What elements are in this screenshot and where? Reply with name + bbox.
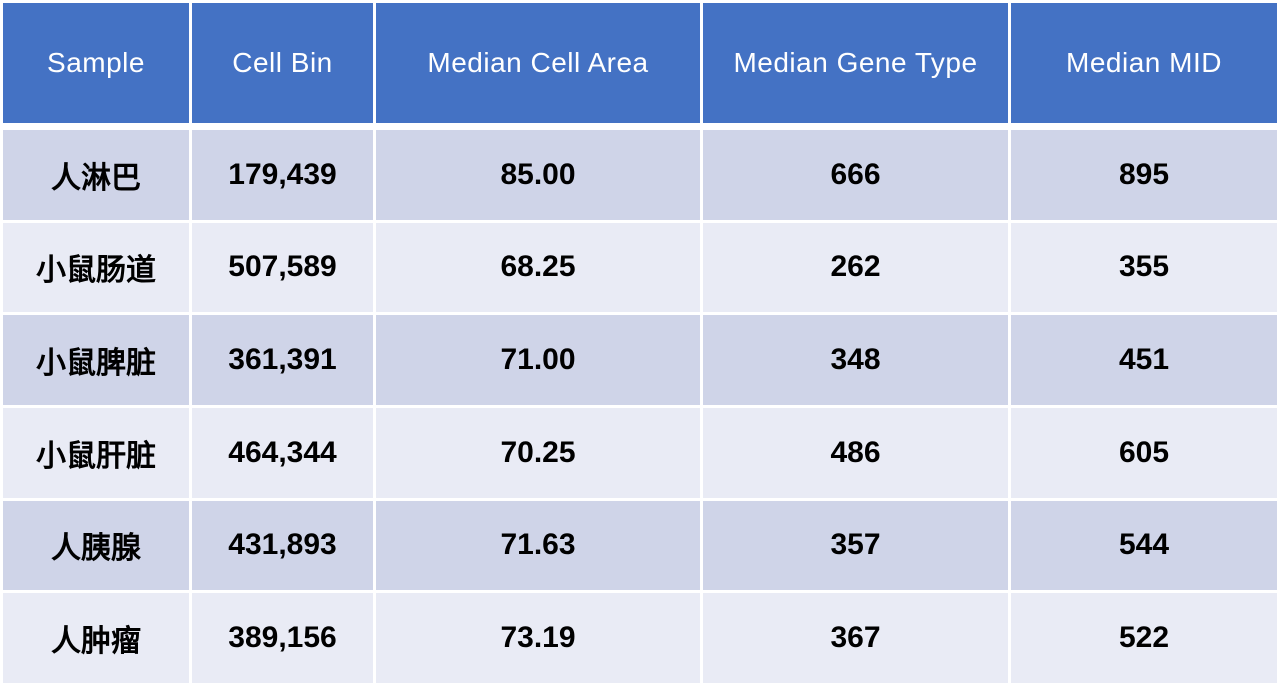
- cell-bin-cell: 361,391: [192, 315, 373, 405]
- table-row: 人胰腺 431,893 71.63 357 544: [3, 500, 1277, 591]
- median-mid-cell: 451: [1011, 315, 1277, 405]
- median-gene-type-cell: 357: [703, 500, 1008, 591]
- median-gene-type-cell: 367: [703, 593, 1008, 683]
- header-cell-median-mid: Median MID: [1011, 3, 1277, 127]
- median-mid-cell: 355: [1011, 222, 1277, 313]
- median-cell-area-cell: 71.00: [376, 315, 700, 405]
- table-row: 小鼠肝脏 464,344 70.25 486 605: [3, 407, 1277, 498]
- cell-bin-cell: 507,589: [192, 222, 373, 313]
- table-row: 人肿瘤 389,156 73.19 367 522: [3, 593, 1277, 683]
- median-cell-area-cell: 71.63: [376, 500, 700, 591]
- cell-bin-cell: 464,344: [192, 407, 373, 498]
- median-gene-type-cell: 486: [703, 407, 1008, 498]
- median-mid-cell: 522: [1011, 593, 1277, 683]
- median-cell-area-cell: 68.25: [376, 222, 700, 313]
- median-mid-cell: 895: [1011, 130, 1277, 220]
- sample-name-cell: 人肿瘤: [3, 593, 189, 683]
- header-cell-sample: Sample: [3, 3, 189, 127]
- table-row: 小鼠脾脏 361,391 71.00 348 451: [3, 315, 1277, 405]
- sample-name-cell: 人胰腺: [3, 500, 189, 591]
- cell-bin-cell: 431,893: [192, 500, 373, 591]
- header-row: Sample Cell Bin Median Cell Area Median …: [3, 3, 1277, 127]
- median-gene-type-cell: 666: [703, 130, 1008, 220]
- header-cell-median-gene-type: Median Gene Type: [703, 3, 1008, 127]
- median-gene-type-cell: 348: [703, 315, 1008, 405]
- median-cell-area-cell: 73.19: [376, 593, 700, 683]
- sample-name-cell: 人淋巴: [3, 130, 189, 220]
- table-header: Sample Cell Bin Median Cell Area Median …: [3, 3, 1277, 127]
- median-cell-area-cell: 85.00: [376, 130, 700, 220]
- header-cell-median-cell-area: Median Cell Area: [376, 3, 700, 127]
- median-cell-area-cell: 70.25: [376, 407, 700, 498]
- median-mid-cell: 605: [1011, 407, 1277, 498]
- table-row: 人淋巴 179,439 85.00 666 895: [3, 130, 1277, 220]
- cell-bin-cell: 179,439: [192, 130, 373, 220]
- median-mid-cell: 544: [1011, 500, 1277, 591]
- median-gene-type-cell: 262: [703, 222, 1008, 313]
- sample-name-cell: 小鼠脾脏: [3, 315, 189, 405]
- sample-name-cell: 小鼠肠道: [3, 222, 189, 313]
- table-row: 小鼠肠道 507,589 68.25 262 355: [3, 222, 1277, 313]
- cell-bin-cell: 389,156: [192, 593, 373, 683]
- sample-name-cell: 小鼠肝脏: [3, 407, 189, 498]
- table-body: 人淋巴 179,439 85.00 666 895 小鼠肠道 507,589 6…: [3, 130, 1277, 683]
- header-cell-cell-bin: Cell Bin: [192, 3, 373, 127]
